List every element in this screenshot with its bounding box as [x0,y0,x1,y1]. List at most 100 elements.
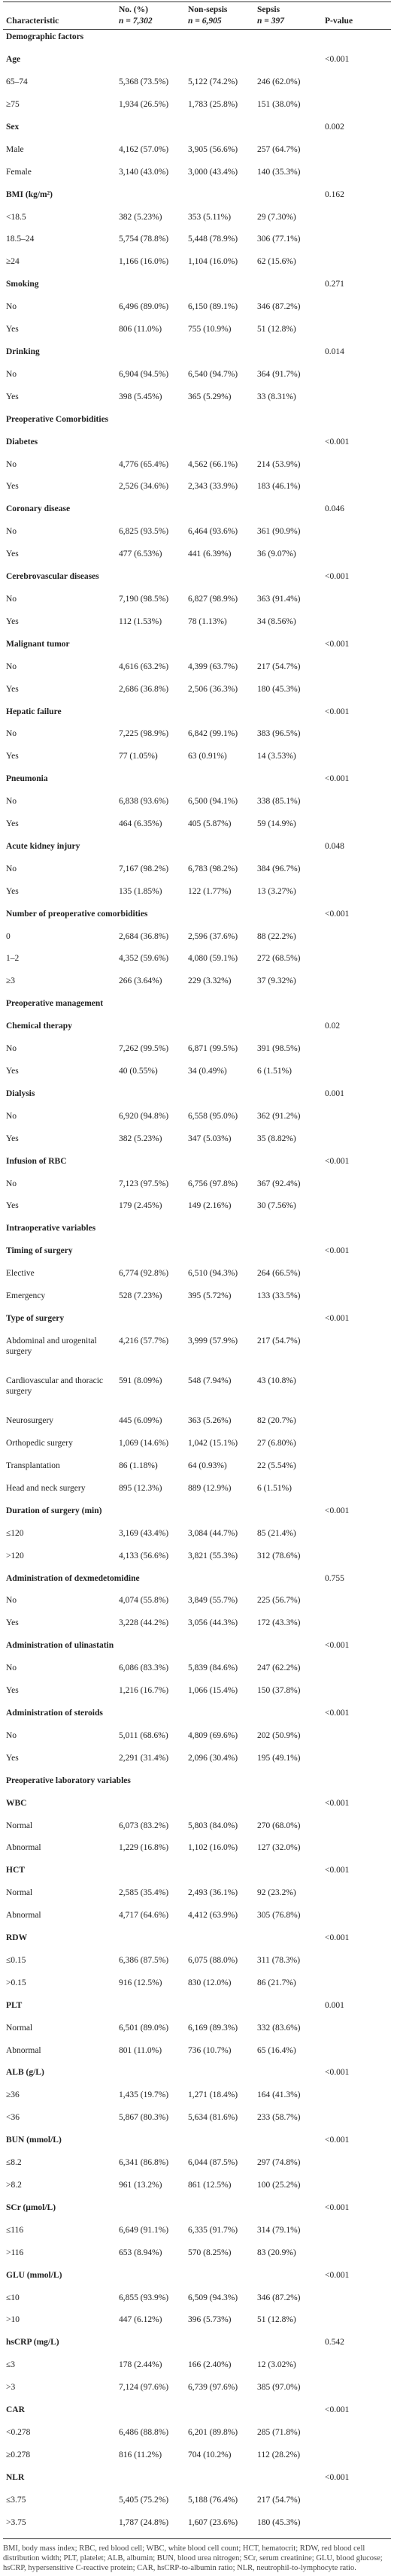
cell-value: 178 (2.44%) [119,2360,162,2370]
cell-value: 270 (68.0%) [257,1821,301,1830]
row-label: Abnormal [6,1843,41,1853]
cell-value: 384 (96.7%) [257,864,301,873]
cell-value: 6 (1.51%) [257,1067,292,1076]
empty-cell [322,1841,391,1863]
empty-cell [322,2313,391,2335]
cell-value: 297 (74.8%) [257,2158,301,2168]
group-row: Acute kidney injury 0.048 [3,840,391,862]
group-name: Hepatic failure [6,707,62,716]
cell-value: 5,803 (84.0%) [188,1821,238,1830]
cell-value: 264 (66.5%) [257,1269,301,1279]
p-value: <0.001 [325,1641,350,1651]
data-row: Yes 2,291 (31.4%) 2,096 (30.4%) 195 (49.1%) [3,1751,391,1774]
data-row: Yes 806 (11.0%) 755 (10.9%) 51 (12.8%) [3,322,391,345]
row-label: ≥0.278 [6,2450,31,2459]
cell-value: 6,871 (99.5%) [188,1044,238,1054]
cell-value: 2,684 (36.8%) [119,931,169,941]
row-label: ≤116 [6,2225,24,2235]
cell-value: 364 (91.7%) [257,369,301,379]
empty-cell [322,1199,391,1221]
cell-value: 830 (12.0%) [188,1978,232,1987]
cell-value: 816 (11.2%) [119,2450,162,2459]
group-row: Dialysis 0.001 [3,1087,391,1109]
p-value: 0.001 [325,2000,344,2010]
section-title: Preoperative management [6,999,104,1009]
data-row: Yes 135 (1.85%) 122 (1.77%) 13 (3.27%) [3,885,391,907]
row-label: Neurosurgery [6,1416,54,1426]
empty-cell [322,300,391,322]
cell-value: 4,399 (63.7%) [188,661,238,671]
cell-value: 6,500 (94.1%) [188,797,238,807]
cell-value: 2,291 (31.4%) [119,1753,169,1763]
cell-value: 30 (7.56%) [257,1201,296,1211]
cell-value: 736 (10.7%) [188,2045,232,2055]
cell-value: 3,228 (44.2%) [119,1618,169,1628]
group-row: Age <0.001 [3,53,391,75]
row-label: Yes [6,325,19,334]
row-label: Normal [6,1821,33,1830]
row-label: No [6,1111,17,1121]
data-row: Cardiovascular and thoracic surgery 591 (… [3,1374,391,1414]
cell-value: 367 (92.4%) [257,1179,301,1188]
row-label: 1–2 [6,954,20,964]
cell-value: 2,596 (37.6%) [188,931,238,941]
group-name: Administration of dexmedetomidine [6,1573,140,1583]
data-row: No 6,086 (83.3%) 5,839 (84.6%) 247 (62.2%) [3,1661,391,1684]
cell-value: 445 (6.09%) [119,1416,162,1426]
cell-value: 14 (3.53%) [257,752,296,761]
cell-value: 27 (6.80%) [257,1439,296,1448]
row-label: No [6,594,17,604]
group-row: BUN (mmol/L) <0.001 [3,2133,391,2156]
cell-value: 6,086 (83.3%) [119,1663,169,1673]
cell-value: 1,166 (16.0%) [119,257,169,267]
cell-value: 65 (16.4%) [257,2045,296,2055]
cell-value: 202 (50.9%) [257,1730,301,1740]
empty-cell [322,1549,391,1572]
cell-value: 363 (5.26%) [188,1416,232,1426]
cell-value: 361 (90.9%) [257,527,301,537]
row-label: Emergency [6,1291,46,1301]
cell-value: 77 (1.05%) [119,752,158,761]
cell-value: 7,123 (97.5%) [119,1179,169,1188]
column-header: Sepsis n = 397 [254,2,322,30]
cell-value: 86 (1.18%) [119,1461,158,1471]
cell-value: 34 (8.56%) [257,616,296,626]
row-label: ≥3 [6,976,16,986]
cell-value: 2,096 (30.4%) [188,1753,238,1763]
group-row: Drinking 0.014 [3,345,391,368]
cell-value: 5,867 (80.3%) [119,2113,169,2123]
cell-value: 3,056 (44.3%) [188,1618,238,1628]
empty-cell [322,1334,391,1374]
cell-value: 64 (0.93%) [188,1461,227,1471]
data-row: Abnormal 4,717 (64.6%) 4,412 (63.9%) 305 (7… [3,1909,391,1931]
row-label: Yes [6,1067,19,1076]
row-label: 65–74 [6,77,28,87]
group-name: PLT [6,2000,23,2010]
data-row: No 7,225 (98.9%) 6,842 (99.1%) 383 (96.5%) [3,727,391,749]
row-label: Female [6,167,32,177]
column-title: P-value [325,17,353,26]
cell-value: 12 (3.02%) [257,2360,296,2370]
group-name: NLR [6,2472,25,2482]
row-label: ≥36 [6,2090,20,2100]
data-row: No 7,190 (98.5%) 6,827 (98.9%) 363 (91.4%) [3,592,391,615]
row-label: ≤3.75 [6,2495,26,2505]
row-label: <18.5 [6,212,26,222]
cell-value: 34 (0.49%) [188,1067,227,1076]
row-label: Yes [6,684,19,694]
cell-value: 5,122 (74.2%) [188,77,238,87]
data-row: Female 3,140 (43.0%) 3,000 (43.4%) 140 (35.… [3,165,391,188]
cell-value: 4,074 (55.8%) [119,1596,169,1606]
row-label: Yes [6,1686,19,1696]
row-label: Elective [6,1269,35,1279]
group-row: BMI (kg/m²) 0.162 [3,188,391,210]
cell-value: 464 (6.35%) [119,819,162,829]
p-value: <0.001 [325,2202,350,2212]
cell-value: 127 (32.0%) [257,1843,301,1853]
data-row: <0.278 6,486 (88.8%) 6,201 (89.8%) 285 (71.… [3,2426,391,2448]
cell-value: 78 (1.13%) [188,616,227,626]
group-row: Timing of surgery <0.001 [3,1244,391,1267]
row-label: ≥24 [6,257,20,267]
cell-value: 314 (79.1%) [257,2225,301,2235]
cell-value: 6,341 (86.8%) [119,2158,169,2168]
